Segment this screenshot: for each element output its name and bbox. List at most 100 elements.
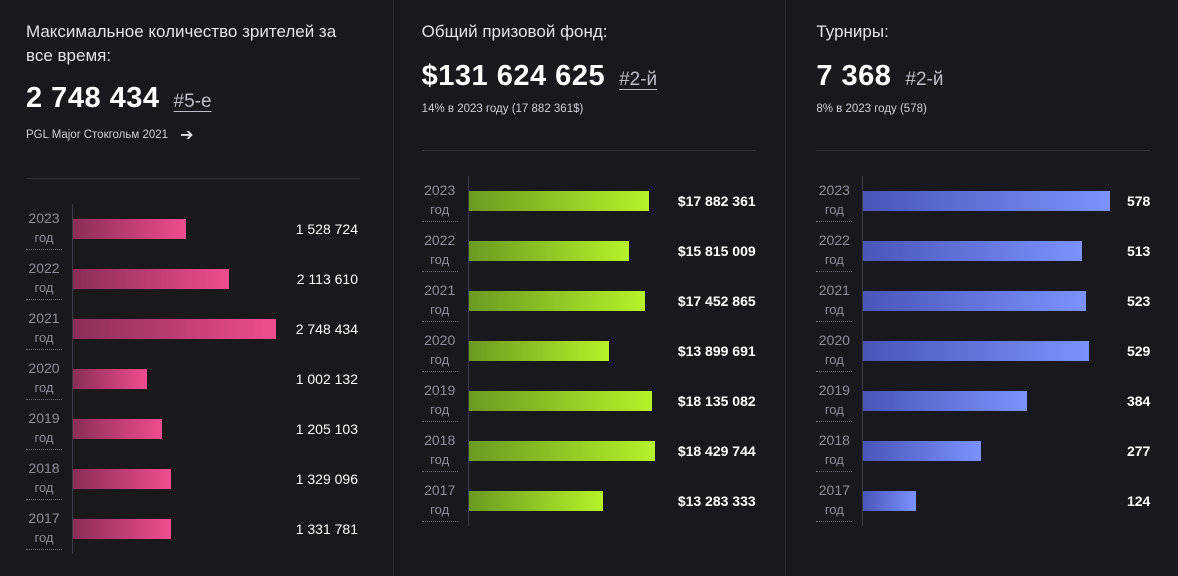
year-label: 2017 год xyxy=(26,508,62,550)
bar xyxy=(468,191,649,211)
chart-row: 2020 год $13 899 691 xyxy=(421,326,756,376)
bar xyxy=(863,491,917,511)
bar xyxy=(73,319,276,339)
chart-row: 2022 год 513 xyxy=(816,226,1150,276)
panel-title: Максимальное количество зрителей за все … xyxy=(26,22,337,65)
bar-value-label: 529 xyxy=(1126,343,1151,359)
axis-line xyxy=(467,176,469,226)
year-suffix: год xyxy=(26,428,62,450)
bar-value-label: $13 899 691 xyxy=(677,343,756,359)
tournaments-chart: 2023 год 578 2022 год 513 2021 год 523 2020 год 529… xyxy=(816,176,1150,526)
year-tick: 2019 xyxy=(28,410,60,426)
axis-line xyxy=(72,404,73,454)
year-label: 2023 год xyxy=(816,180,853,222)
year-suffix: год xyxy=(26,528,62,550)
viewers-chart: 2023 год 1 528 724 2022 год 2 113 610 2021 год 2… xyxy=(26,204,360,554)
year-tick: 2017 xyxy=(424,482,456,498)
year-label: 2020 год xyxy=(421,330,458,372)
bar xyxy=(863,341,1090,361)
year-tick: 2022 xyxy=(424,232,456,248)
bar-value-label: 1 329 096 xyxy=(295,471,358,487)
axis-line xyxy=(467,376,469,426)
chart-row: 2018 год $18 429 744 xyxy=(421,426,756,476)
bar-value-label: 277 xyxy=(1126,443,1151,459)
chart-row: 2022 год 2 113 610 xyxy=(26,254,360,304)
rank-link[interactable]: #5-е xyxy=(173,91,212,112)
bar xyxy=(863,391,1028,411)
year-suffix: год xyxy=(816,350,853,372)
panel-viewers: Максимальное количество зрителей за все … xyxy=(0,0,393,576)
year-label: 2022 год xyxy=(26,258,62,300)
year-tick: 2018 xyxy=(424,432,456,448)
year-suffix: год xyxy=(26,478,62,500)
year-suffix: год xyxy=(816,500,853,522)
bar xyxy=(468,391,652,411)
chart-row: 2020 год 529 xyxy=(816,326,1150,376)
axis-line xyxy=(862,326,864,376)
panel-title: Общий призовой фонд: xyxy=(421,22,608,41)
year-label: 2019 год xyxy=(26,408,62,450)
bar xyxy=(73,469,171,489)
subtext: 14% в 2023 году (17 882 361$) xyxy=(421,103,584,115)
bar xyxy=(863,241,1083,261)
year-suffix: год xyxy=(816,300,853,322)
divider xyxy=(816,150,1151,151)
year-tick: 2023 xyxy=(28,210,60,226)
bar-value-label: 1 331 781 xyxy=(295,521,358,537)
bar-value-label: 513 xyxy=(1126,243,1151,259)
chart-row: 2018 год 1 329 096 xyxy=(26,454,360,504)
prize-pool-chart: 2023 год $17 882 361 2022 год $15 815 009 2021… xyxy=(421,176,756,526)
bar-value-label: 523 xyxy=(1126,293,1151,309)
year-label: 2018 год xyxy=(26,458,62,500)
year-label: 2019 год xyxy=(421,380,458,422)
year-label: 2017 год xyxy=(421,480,458,522)
axis-line xyxy=(467,476,469,526)
axis-line xyxy=(467,226,469,276)
subtext-link[interactable]: PGL Major Стокгольм 2021 ➔ xyxy=(26,125,360,145)
rank-link[interactable]: #2-й xyxy=(905,69,944,90)
rank-link[interactable]: #2-й xyxy=(619,69,658,90)
big-value: 7 368 xyxy=(816,60,892,92)
year-suffix: год xyxy=(26,328,62,350)
year-tick: 2019 xyxy=(818,382,850,398)
year-label: 2022 год xyxy=(421,230,458,272)
axis-line xyxy=(72,304,73,354)
axis-line xyxy=(862,476,864,526)
year-label: 2018 год xyxy=(421,430,458,472)
year-tick: 2020 xyxy=(424,332,456,348)
bar xyxy=(863,191,1111,211)
bar xyxy=(468,341,609,361)
axis-line xyxy=(862,426,864,476)
chart-row: 2021 год $17 452 865 xyxy=(421,276,756,326)
bar-value-label: 384 xyxy=(1126,393,1151,409)
year-suffix: год xyxy=(421,200,458,222)
bar-value-label: $15 815 009 xyxy=(677,243,756,259)
panel-title: Турниры: xyxy=(816,22,889,41)
chart-row: 2021 год 523 xyxy=(816,276,1150,326)
year-suffix: год xyxy=(421,400,458,422)
chart-row: 2018 год 277 xyxy=(816,426,1150,476)
year-suffix: год xyxy=(421,300,458,322)
year-tick: 2021 xyxy=(818,282,850,298)
bar xyxy=(468,241,629,261)
subtext: 8% в 2023 году (578) xyxy=(816,103,927,115)
bar xyxy=(73,269,229,289)
axis-line xyxy=(467,326,469,376)
year-suffix: год xyxy=(816,200,853,222)
axis-line xyxy=(467,426,469,476)
year-suffix: год xyxy=(421,500,458,522)
bar-value-label: 2 748 434 xyxy=(295,321,358,337)
axis-line xyxy=(72,354,73,404)
year-label: 2017 год xyxy=(816,480,853,522)
year-suffix: год xyxy=(816,250,853,272)
bar-value-label: 1 002 132 xyxy=(295,371,358,387)
year-label: 2019 год xyxy=(816,380,853,422)
chart-row: 2019 год 384 xyxy=(816,376,1150,426)
year-label: 2023 год xyxy=(26,208,62,250)
arrow-right-icon[interactable]: ➔ xyxy=(180,127,194,144)
panel-tournaments: Турниры: 7 368 #2-й 8% в 2023 году (578)… xyxy=(785,0,1178,576)
panel-prize-pool: Общий призовой фонд: $131 624 625 #2-й 1… xyxy=(392,0,786,576)
chart-row: 2017 год 124 xyxy=(816,476,1150,526)
chart-row: 2017 год 1 331 781 xyxy=(26,504,360,554)
year-label: 2020 год xyxy=(816,330,853,372)
